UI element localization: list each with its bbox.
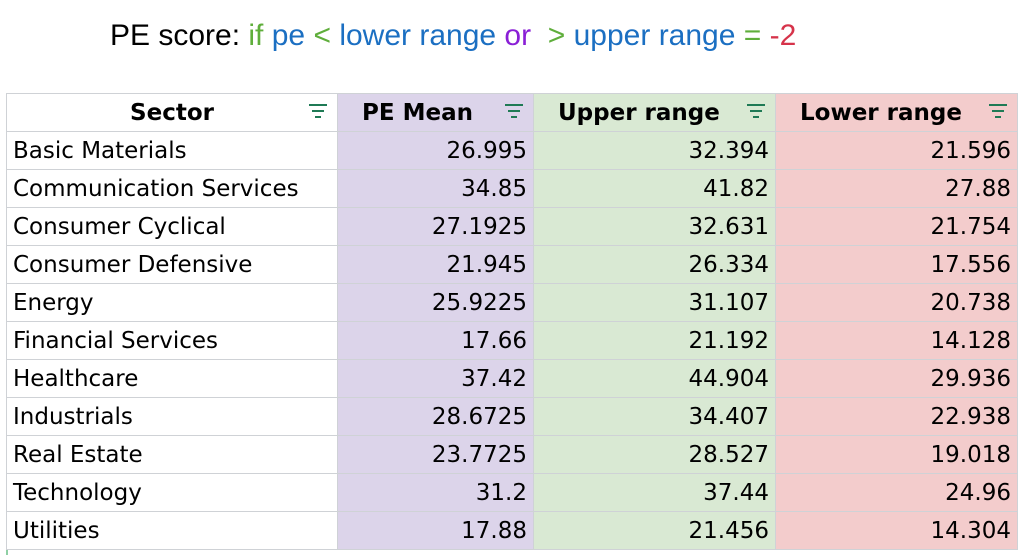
pe-mean-cell[interactable]: 17.66	[337, 321, 534, 360]
header-label: Lower range	[800, 99, 962, 126]
upper-range-cell[interactable]: 37.44	[533, 473, 776, 512]
upper-range-cell[interactable]: 21.192	[533, 321, 776, 360]
upper-range-cell[interactable]: 44.904	[533, 359, 776, 398]
title-segment: <	[313, 19, 340, 52]
filter-icon[interactable]	[747, 104, 765, 120]
lower-range-cell[interactable]: 22.938	[775, 397, 1018, 436]
sector-cell[interactable]: Consumer Defensive	[6, 245, 338, 284]
lower-range-cell[interactable]: 21.596	[775, 131, 1018, 170]
table-row: Industrials 28.6725 34.407 22.938	[6, 397, 1018, 436]
lower-range-cell[interactable]: 29.936	[775, 359, 1018, 398]
title-segment: =	[743, 19, 770, 52]
sector-cell[interactable]: Consumer Cyclical	[6, 207, 338, 246]
title-segment: -2	[769, 19, 797, 52]
title-segment: >	[539, 19, 574, 52]
upper-range-cell[interactable]: 28.527	[533, 435, 776, 474]
header-label: Sector	[130, 99, 214, 126]
upper-range-cell[interactable]: 26.334	[533, 245, 776, 284]
sector-cell[interactable]: Utilities	[6, 511, 338, 550]
table-row: Communication Services 34.85 41.82 27.88	[6, 169, 1018, 208]
sector-cell[interactable]: Financial Services	[6, 321, 338, 360]
title-segment: if	[248, 19, 272, 52]
table-row: Financial Services 17.66 21.192 14.128	[6, 321, 1018, 360]
title-segment: upper range	[573, 19, 744, 52]
lower-range-cell[interactable]: 21.754	[775, 207, 1018, 246]
sector-cell[interactable]: Technology	[6, 473, 338, 512]
header-pe-mean[interactable]: PE Mean	[337, 93, 534, 132]
filter-icon[interactable]	[309, 104, 327, 120]
header-label: PE Mean	[362, 99, 473, 126]
sector-cell[interactable]: Industrials	[6, 397, 338, 436]
pe-mean-cell[interactable]: 37.42	[337, 359, 534, 398]
title-segment: pe	[271, 19, 314, 52]
table-row: Real Estate 23.7725 28.527 19.018	[6, 435, 1018, 474]
sector-cell[interactable]: Communication Services	[6, 169, 338, 208]
pe-mean-cell[interactable]: 21.945	[337, 245, 534, 284]
pe-mean-cell[interactable]: 34.85	[337, 169, 534, 208]
sector-cell[interactable]: Healthcare	[6, 359, 338, 398]
lower-range-cell[interactable]: 14.128	[775, 321, 1018, 360]
title-segment: lower range	[339, 19, 505, 52]
table-row: Consumer Cyclical 27.1925 32.631 21.754	[6, 207, 1018, 246]
pe-mean-cell[interactable]: 23.7725	[337, 435, 534, 474]
sector-cell[interactable]: Basic Materials	[6, 131, 338, 170]
upper-range-cell[interactable]: 41.82	[533, 169, 776, 208]
header-upper-range[interactable]: Upper range	[533, 93, 776, 132]
lower-range-cell[interactable]: 20.738	[775, 283, 1018, 322]
pe-mean-cell[interactable]: 17.88	[337, 511, 534, 550]
header-label: Upper range	[558, 99, 720, 126]
sector-pe-table: Sector PE Mean Upper range Lower range B…	[6, 93, 1018, 550]
table-row: Technology 31.2 37.44 24.96	[6, 473, 1018, 512]
header-lower-range[interactable]: Lower range	[775, 93, 1018, 132]
upper-range-cell[interactable]: 34.407	[533, 397, 776, 436]
lower-range-cell[interactable]: 19.018	[775, 435, 1018, 474]
page-title: PE score: if pe < lower range or > upper…	[110, 16, 796, 56]
table-row: Utilities 17.88 21.456 14.304	[6, 511, 1018, 550]
sector-cell[interactable]: Energy	[6, 283, 338, 322]
upper-range-cell[interactable]: 31.107	[533, 283, 776, 322]
pe-mean-cell[interactable]: 27.1925	[337, 207, 534, 246]
pe-mean-cell[interactable]: 26.995	[337, 131, 534, 170]
upper-range-cell[interactable]: 32.631	[533, 207, 776, 246]
table-row: Energy 25.9225 31.107 20.738	[6, 283, 1018, 322]
upper-range-cell[interactable]: 21.456	[533, 511, 776, 550]
pe-mean-cell[interactable]: 28.6725	[337, 397, 534, 436]
lower-range-cell[interactable]: 14.304	[775, 511, 1018, 550]
pe-mean-cell[interactable]: 31.2	[337, 473, 534, 512]
header-sector[interactable]: Sector	[6, 93, 338, 132]
pe-mean-cell[interactable]: 25.9225	[337, 283, 534, 322]
header-row: Sector PE Mean Upper range Lower range	[6, 93, 1018, 132]
upper-range-cell[interactable]: 32.394	[533, 131, 776, 170]
lower-range-cell[interactable]: 27.88	[775, 169, 1018, 208]
filter-icon[interactable]	[989, 104, 1007, 120]
title-segment: PE score:	[110, 19, 249, 52]
title-segment: or	[504, 19, 540, 52]
table-row: Consumer Defensive 21.945 26.334 17.556	[6, 245, 1018, 284]
sector-cell[interactable]: Real Estate	[6, 435, 338, 474]
lower-range-cell[interactable]: 17.556	[775, 245, 1018, 284]
table-row: Basic Materials 26.995 32.394 21.596	[6, 131, 1018, 170]
lower-range-cell[interactable]: 24.96	[775, 473, 1018, 512]
table-row: Healthcare 37.42 44.904 29.936	[6, 359, 1018, 398]
filter-icon[interactable]	[505, 104, 523, 120]
